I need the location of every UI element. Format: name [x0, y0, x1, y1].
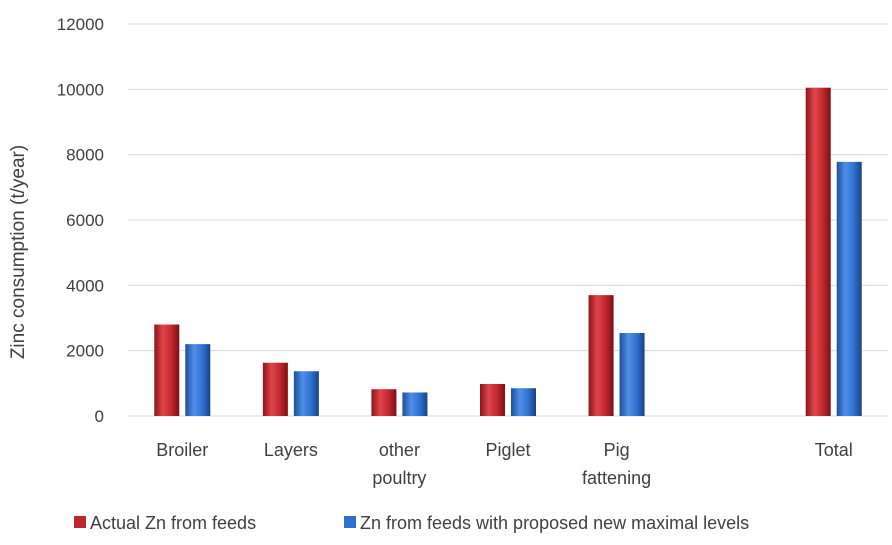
- bar-proposed: [511, 388, 536, 416]
- bar-actual: [480, 383, 505, 416]
- y-axis-title: Zinc consumption (t/year): [8, 145, 29, 359]
- bar-actual: [371, 389, 397, 416]
- gridlines: [128, 23, 888, 417]
- x-category-label: Layers: [264, 440, 318, 460]
- y-axis-ticks: 0 2000 4000 6000 8000 10000 12000: [57, 15, 104, 426]
- y-tick-label: 10000: [57, 80, 104, 99]
- x-category-label: other: [379, 440, 420, 460]
- x-category-label: Broiler: [156, 440, 208, 460]
- x-category-label: Pig: [604, 440, 630, 460]
- x-category-label: Piglet: [485, 440, 530, 460]
- bar-proposed: [293, 371, 319, 416]
- y-tick-label: 2000: [66, 342, 104, 361]
- legend-label: Actual Zn from feeds: [90, 513, 256, 533]
- x-axis-categories: Broiler Layers other poultry Piglet Pig fatten…: [156, 440, 852, 488]
- x-category-label: Total: [815, 440, 853, 460]
- legend-label: Zn from feeds with proposed new maximal …: [360, 513, 749, 533]
- y-tick-label: 8000: [66, 146, 104, 165]
- bar-proposed: [619, 333, 645, 416]
- bar-actual: [805, 87, 831, 416]
- bar-proposed: [402, 392, 428, 416]
- legend: Actual Zn from feeds Zn from feeds with p…: [74, 513, 749, 533]
- bars: [154, 87, 862, 416]
- bar-actual: [588, 295, 614, 416]
- bar-proposed: [836, 161, 862, 416]
- bar-proposed: [185, 344, 211, 416]
- legend-swatch: [344, 516, 356, 528]
- bar-actual: [262, 362, 288, 416]
- bar-actual: [154, 324, 180, 416]
- x-category-label: poultry: [372, 468, 426, 488]
- x-category-label: fattening: [582, 468, 651, 488]
- y-tick-label: 4000: [66, 276, 104, 295]
- y-tick-label: 6000: [66, 211, 104, 230]
- y-tick-label: 12000: [57, 15, 104, 34]
- legend-swatch: [74, 516, 86, 528]
- y-tick-label: 0: [95, 407, 104, 426]
